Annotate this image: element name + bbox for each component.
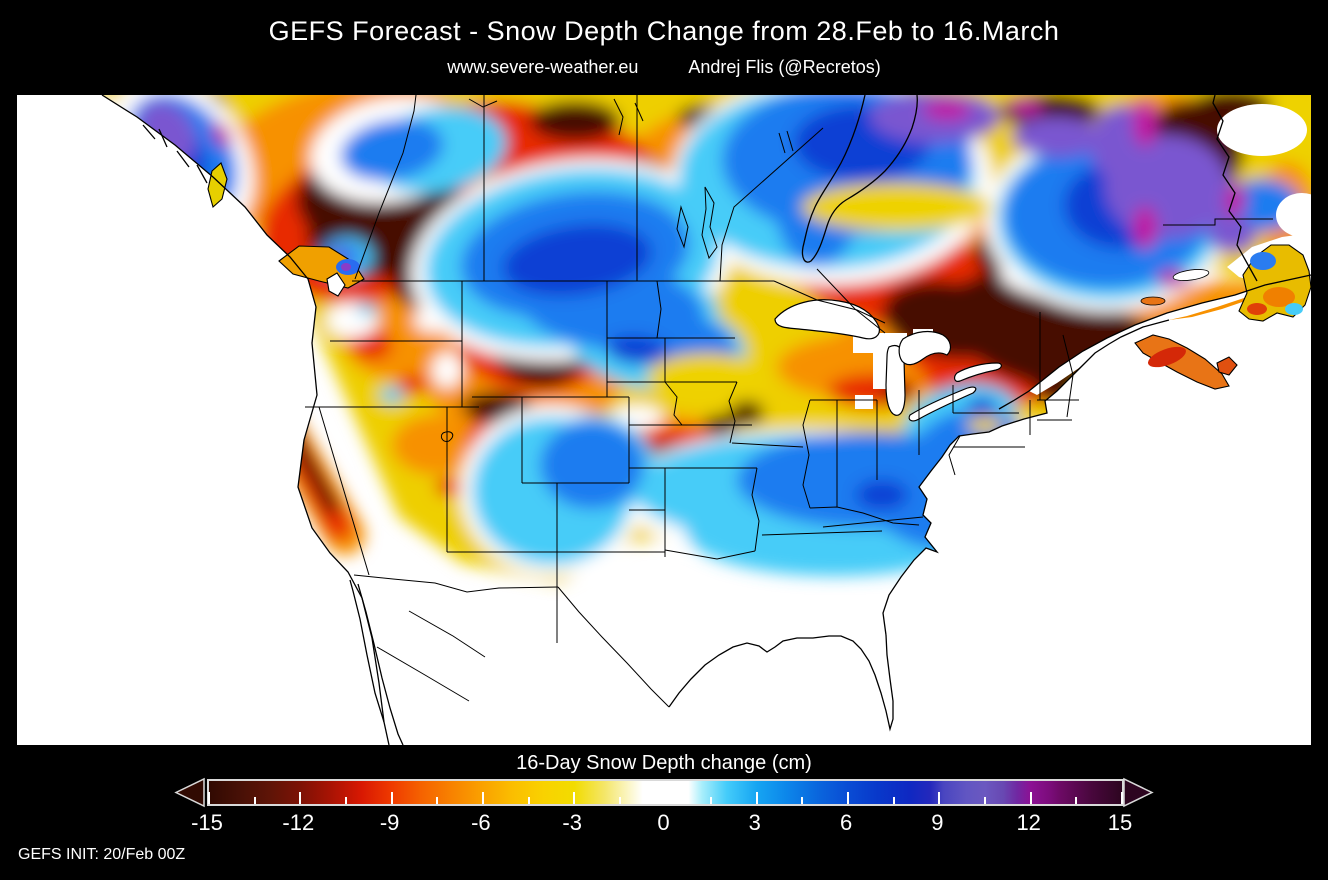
colorbar-tick — [755, 792, 758, 804]
colorbar-tick — [344, 797, 347, 804]
colorbar-tick — [573, 792, 576, 804]
colorbar-tick-label: -9 — [379, 810, 400, 835]
colorbar-tick-label: 0 — [657, 810, 670, 835]
credits-line: www.severe-weather.eu Andrej Flis (@Recr… — [0, 57, 1328, 78]
map-borders — [305, 95, 1273, 708]
colorbar-tick-labels: -15 -12 -9 -6 -3 0 3 6 9 12 15 — [191, 810, 1132, 836]
colorbar-tick-label: 12 — [1016, 810, 1041, 835]
colorbar-tick — [801, 797, 804, 804]
colorbar-gradient — [207, 779, 1124, 806]
page-title: GEFS Forecast - Snow Depth Change from 2… — [268, 16, 1060, 46]
colorbar-tick — [984, 797, 987, 804]
colorbar-tick-label: 3 — [748, 810, 761, 835]
init-time-label: GEFS INIT: 20/Feb 00Z — [18, 846, 186, 863]
colorbar-tick — [710, 797, 713, 804]
author-credit: Andrej Flis (@Recretos) — [688, 57, 881, 77]
colorbar-tick — [208, 792, 210, 804]
colorbar-tick — [1075, 797, 1078, 804]
colorbar-tick — [1029, 792, 1032, 804]
colorbar-tick-label: 15 — [1107, 810, 1133, 835]
colorbar-tick — [618, 797, 621, 804]
colorbar-tick — [390, 792, 393, 804]
colorbar-tick — [481, 792, 484, 804]
colorbar-title: 16-Day Snow Depth change (cm) — [516, 752, 812, 774]
north-america-map-graphic — [17, 95, 1311, 745]
colorbar-right-arrow-icon — [1123, 777, 1154, 808]
colorbar-tick — [892, 797, 895, 804]
colorbar-tick-label: -15 — [191, 810, 223, 835]
colorbar-tick — [938, 792, 941, 804]
colorbar-tick — [1121, 792, 1123, 804]
colorbar-tick-label: 6 — [839, 810, 853, 835]
colorbar-tick-label: -6 — [471, 810, 491, 835]
colorbar-tick-label: -12 — [282, 810, 315, 835]
website-credit: www.severe-weather.eu — [447, 57, 639, 77]
colorbar-tick — [664, 792, 667, 804]
colorbar-tick — [253, 797, 256, 804]
colorbar — [173, 777, 1155, 808]
map-coastlines — [101, 95, 1311, 745]
colorbar-tick-label: 9 — [931, 810, 944, 835]
colorbar-tick — [527, 797, 530, 804]
colorbar-left-arrow-icon — [174, 777, 205, 808]
colorbar-tick — [847, 792, 850, 804]
colorbar-tick — [436, 797, 439, 804]
forecast-map — [17, 95, 1311, 745]
colorbar-tick — [299, 792, 302, 804]
colorbar-tick-label: -3 — [562, 810, 582, 835]
